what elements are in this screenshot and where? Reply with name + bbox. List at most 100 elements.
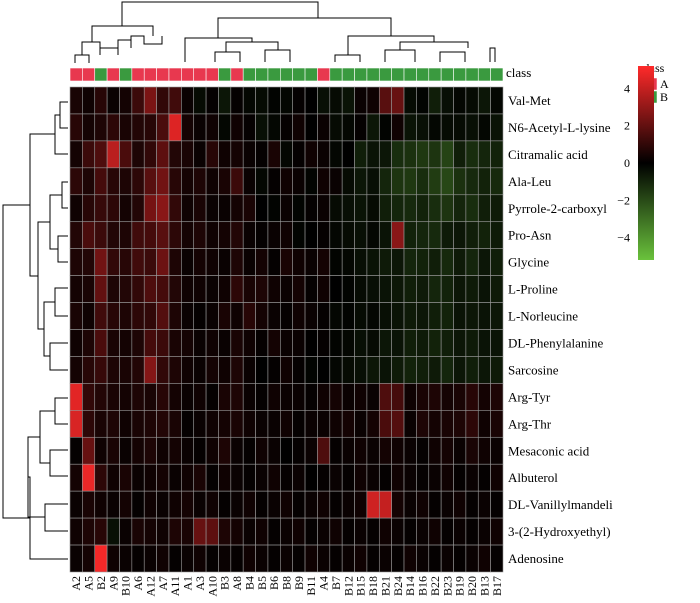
- heatmap-cell: [193, 329, 207, 357]
- heatmap-cell: [106, 544, 120, 573]
- row-label: Mesaconic acid: [508, 443, 590, 458]
- heatmap-cell: [82, 221, 96, 249]
- heatmap-cell: [168, 383, 182, 411]
- heatmap-cell: [280, 86, 293, 115]
- heatmap-cell: [490, 248, 504, 276]
- heatmap-cell: [366, 410, 380, 438]
- heatmap-cell: [242, 463, 256, 492]
- heatmap-cell: [143, 302, 157, 330]
- heatmap-cell: [453, 221, 467, 249]
- heatmap-cell: [403, 221, 417, 249]
- heatmap-cell: [242, 383, 256, 411]
- column-label: B12: [341, 576, 355, 596]
- row-label: Glycine: [508, 255, 549, 270]
- heatmap-cell: [403, 86, 417, 115]
- heatmap-cell: [304, 275, 318, 303]
- heatmap-cell: [69, 329, 83, 357]
- heatmap-cell: [304, 463, 318, 492]
- heatmap-cell: [230, 275, 244, 303]
- heatmap-cell: [168, 113, 182, 142]
- heatmap-cell: [292, 383, 306, 411]
- heatmap-cell: [267, 113, 281, 142]
- heatmap-cell: [280, 517, 293, 546]
- heatmap-cell: [354, 86, 368, 115]
- heatmap-cell: [453, 490, 467, 519]
- heatmap-cell: [440, 544, 454, 573]
- heatmap-cell: [255, 410, 269, 438]
- heatmap-cell: [354, 302, 368, 330]
- heatmap-cell: [267, 140, 281, 169]
- heatmap-cell: [416, 436, 430, 465]
- heatmap-cell: [143, 463, 157, 492]
- heatmap-cell: [168, 302, 182, 330]
- heatmap-cell: [218, 517, 232, 546]
- heatmap-cell: [106, 463, 120, 492]
- heatmap-cell: [267, 383, 281, 411]
- heatmap-cell: [341, 248, 355, 276]
- heatmap-cell: [106, 329, 120, 357]
- heatmap-cell: [69, 544, 83, 573]
- heatmap-cell: [205, 302, 219, 330]
- heatmap-cell: [391, 490, 405, 519]
- heatmap-cell: [391, 275, 405, 303]
- column-label: A11: [168, 576, 182, 596]
- heatmap-cell: [218, 140, 232, 169]
- heatmap-cell: [416, 194, 430, 223]
- class-cell-b3: [218, 67, 232, 82]
- heatmap-cell: [94, 302, 108, 330]
- heatmap-cell: [354, 221, 368, 249]
- heatmap-cell: [440, 436, 454, 465]
- legend-tick-label: 4: [624, 81, 630, 95]
- class-cell-b10: [119, 67, 133, 82]
- heatmap-cell: [440, 86, 454, 115]
- heatmap-cell: [218, 275, 232, 303]
- heatmap-cell: [490, 221, 504, 249]
- heatmap-cell: [168, 410, 182, 438]
- heatmap-cell: [119, 167, 133, 196]
- heatmap-cell: [378, 356, 392, 384]
- heatmap-cell: [82, 517, 96, 546]
- heatmap-cell: [416, 383, 430, 411]
- legend-tick-label: −4: [617, 231, 630, 245]
- heatmap-cell: [490, 113, 504, 142]
- heatmap-cell: [255, 356, 269, 384]
- heatmap-cell: [94, 517, 108, 546]
- heatmap-cell: [354, 356, 368, 384]
- heatmap-cell: [440, 248, 454, 276]
- heatmap-cell: [453, 436, 467, 465]
- heatmap-cell: [329, 329, 343, 357]
- heatmap-cell: [317, 490, 331, 519]
- heatmap-cell: [69, 490, 83, 519]
- heatmap-cell: [440, 221, 454, 249]
- heatmap-cell: [317, 302, 331, 330]
- heatmap-cell: [156, 517, 170, 546]
- heatmap-cell: [193, 356, 207, 384]
- heatmap-cell: [193, 248, 207, 276]
- heatmap-cell: [181, 275, 195, 303]
- heatmap-cell: [354, 248, 368, 276]
- row-label: Arg-Tyr: [508, 389, 551, 404]
- class-cell-a8: [230, 67, 244, 82]
- heatmap-cell: [292, 167, 306, 196]
- class-annotation-title: class: [506, 65, 531, 80]
- heatmap-cell: [440, 490, 454, 519]
- heatmap-cell: [391, 544, 405, 573]
- class-cell-a7: [156, 67, 170, 82]
- row-label: Adenosine: [508, 551, 564, 566]
- heatmap-cell: [403, 140, 417, 169]
- heatmap-cell: [490, 302, 504, 330]
- heatmap-cell: [82, 302, 96, 330]
- heatmap-cell: [106, 436, 120, 465]
- class-cell-b15: [354, 67, 368, 82]
- heatmap-cell: [168, 436, 182, 465]
- class-cell-b4: [242, 67, 256, 82]
- heatmap-cell: [156, 490, 170, 519]
- heatmap-cell: [143, 436, 157, 465]
- heatmap-cell: [156, 140, 170, 169]
- heatmap-cell: [156, 221, 170, 249]
- heatmap-cell: [490, 410, 504, 438]
- heatmap-cell: [453, 463, 467, 492]
- heatmap-cell: [304, 544, 318, 573]
- heatmap-cell: [465, 544, 479, 573]
